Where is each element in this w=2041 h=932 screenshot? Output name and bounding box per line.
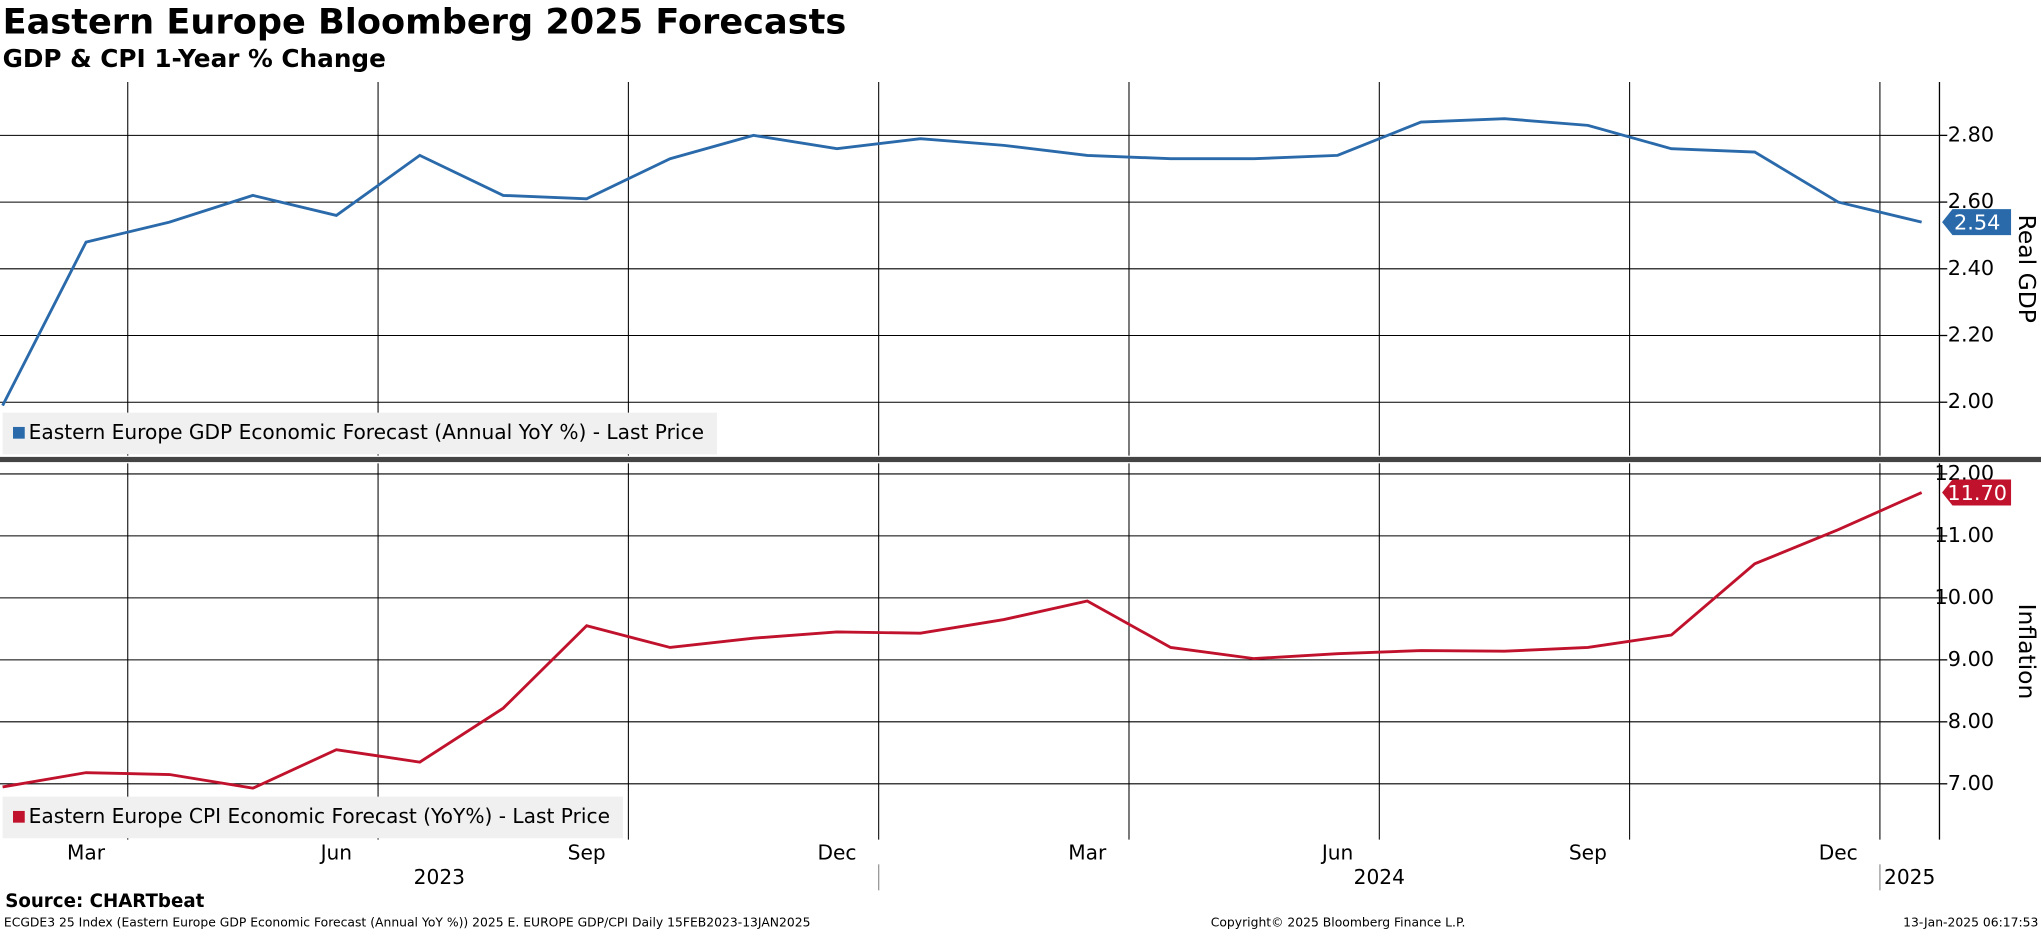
y-tick-label: 2.40 (1948, 256, 1994, 280)
panel-separator (0, 456, 2041, 463)
copyright: Copyright© 2025 Bloomberg Finance L.P. (1211, 915, 1466, 929)
y-tick-label: 7.00 (1948, 771, 1994, 795)
chart-title: Eastern Europe Bloomberg 2025 Forecasts (3, 1, 847, 42)
x-tick-label: Mar (67, 840, 106, 864)
x-tick-label: Jun (1320, 840, 1353, 864)
x-tick-label: Mar (1068, 840, 1107, 864)
legend-swatch (13, 810, 25, 823)
legend-label: Eastern Europe CPI Economic Forecast (Yo… (29, 804, 610, 828)
year-label: 2025 (1884, 865, 1935, 889)
year-label: 2023 (414, 865, 465, 889)
legend-box (2, 412, 718, 455)
chart-subtitle: GDP & CPI 1-Year % Change (3, 44, 386, 73)
series-line (2, 491, 1923, 790)
footer-ticker: ECGDE3 25 Index (Eastern Europe GDP Econ… (4, 915, 811, 929)
y-tick-label: 11.00 (1935, 523, 1995, 547)
last-value-tag (1942, 209, 2012, 236)
plot-frame (0, 463, 1939, 839)
y-tick-label: 8.00 (1948, 709, 1994, 733)
legend-swatch (13, 426, 25, 439)
y-tick-label: 2.20 (1948, 323, 1994, 347)
year-label: 2024 (1354, 865, 1405, 889)
y-tick-label: 10.00 (1935, 585, 1995, 609)
y-tick-label: 2.80 (1948, 122, 1994, 146)
x-tick-label: Jun (319, 840, 352, 864)
x-tick-label: Sep (1569, 840, 1607, 864)
source: Source: CHARTbeat (5, 891, 204, 912)
x-tick-label: Sep (568, 840, 606, 864)
y-tick-label: 2.00 (1948, 389, 1994, 413)
x-tick-label: Dec (1819, 840, 1858, 864)
last-value-label: 11.70 (1947, 481, 2007, 505)
last-value-label: 2.54 (1954, 210, 2000, 234)
legend-label: Eastern Europe GDP Economic Forecast (An… (29, 420, 704, 444)
y-axis-title: Inflation (2013, 604, 2041, 700)
x-tick-label: Dec (817, 840, 856, 864)
y-tick-label: 9.00 (1948, 647, 1994, 671)
last-value-tag (1942, 479, 2012, 506)
timestamp: 13-Jan-2025 06:17:53 (1903, 915, 2038, 929)
y-axis-title: Real GDP (2013, 215, 2041, 323)
legend-box (2, 796, 624, 839)
series-line (1, 117, 1922, 407)
